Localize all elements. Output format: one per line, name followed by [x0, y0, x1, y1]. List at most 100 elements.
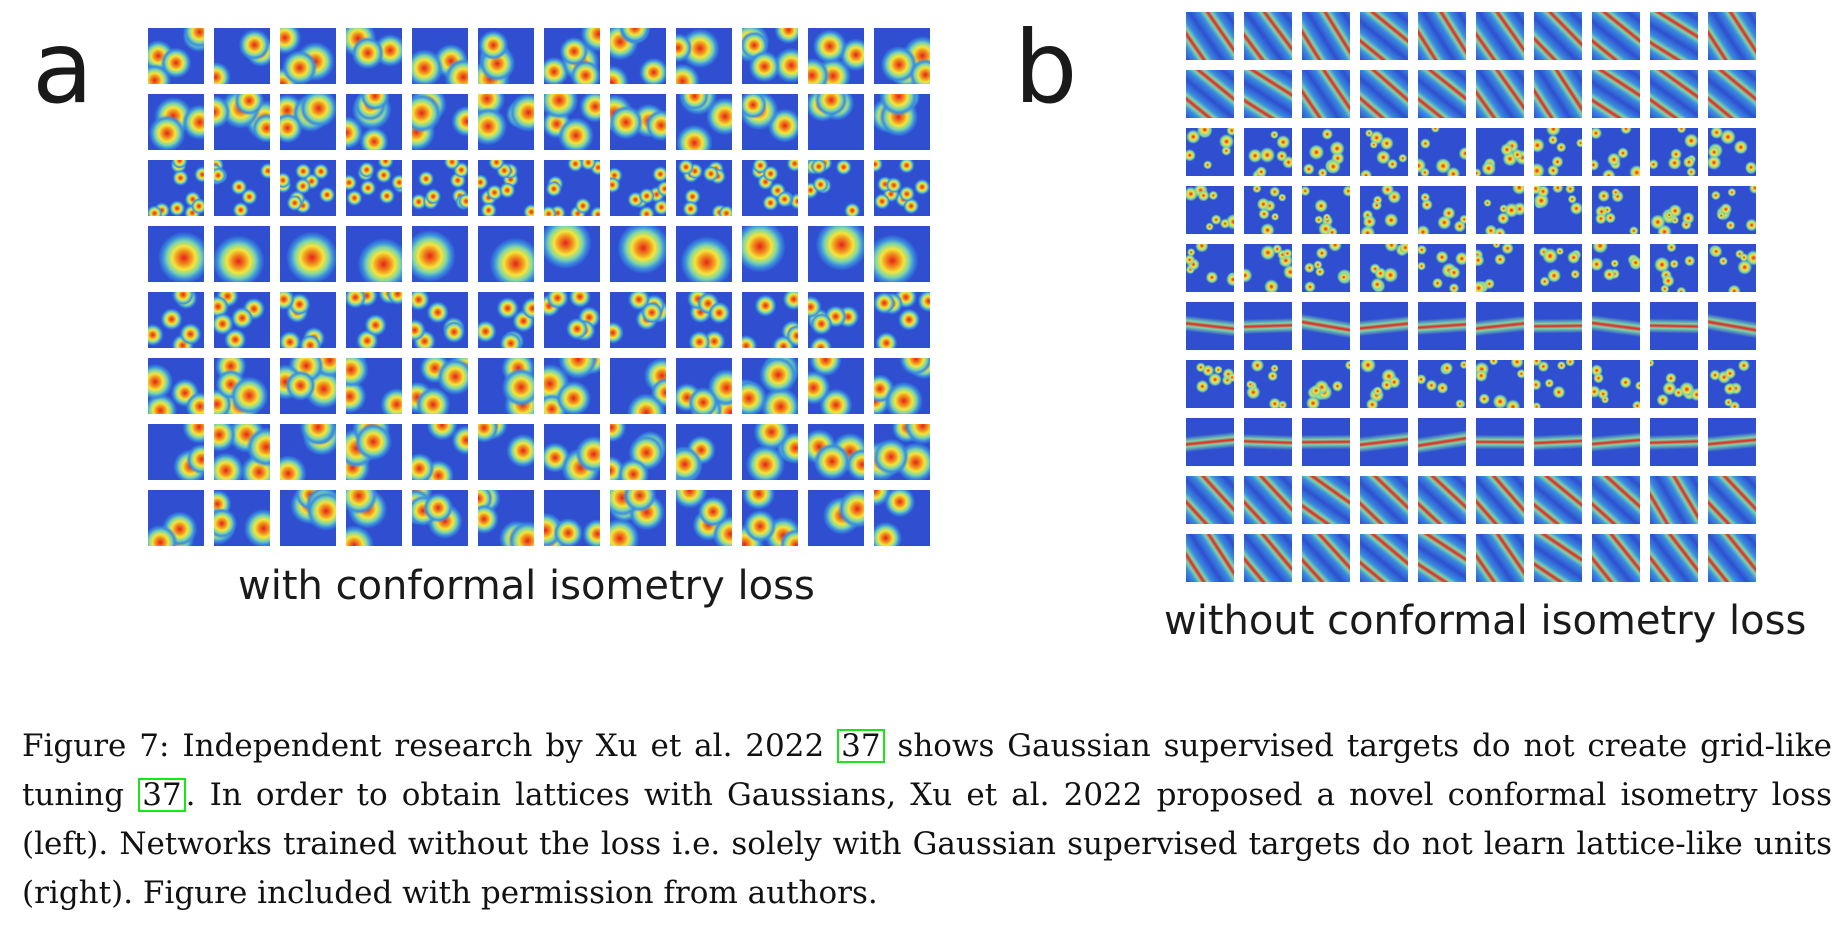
- rate-map-tile: [676, 160, 732, 216]
- rate-map-tile: [346, 424, 402, 480]
- rate-map-tile: [1302, 70, 1350, 118]
- rate-map-tile: [742, 226, 798, 282]
- rate-map-tile: [610, 490, 666, 546]
- rate-map-tile: [610, 424, 666, 480]
- rate-map-tile: [544, 490, 600, 546]
- rate-map-tile: [610, 160, 666, 216]
- rate-map-tile: [214, 160, 270, 216]
- rate-map-tile: [346, 28, 402, 84]
- rate-map-tile: [1302, 128, 1350, 176]
- rate-map-tile: [1650, 186, 1698, 234]
- rate-map-tile: [874, 358, 930, 414]
- rate-map-tile: [1708, 244, 1756, 292]
- rate-map-tile: [1418, 302, 1466, 350]
- rate-map-tile: [280, 358, 336, 414]
- rate-map-tile: [1244, 360, 1292, 408]
- rate-map-tile: [1650, 244, 1698, 292]
- rate-map-tile: [1476, 534, 1524, 582]
- rate-map-tile: [1476, 12, 1524, 60]
- rate-map-tile: [478, 28, 534, 84]
- rate-map-tile: [1708, 12, 1756, 60]
- rate-map-tile: [1476, 476, 1524, 524]
- rate-map-tile: [1592, 186, 1640, 234]
- rate-map-tile: [478, 490, 534, 546]
- rate-map-tile: [676, 358, 732, 414]
- rate-map-tile: [412, 292, 468, 348]
- rate-map-tile: [1592, 476, 1640, 524]
- rate-map-tile: [1650, 12, 1698, 60]
- rate-map-tile: [1186, 534, 1234, 582]
- rate-map-tile: [1186, 476, 1234, 524]
- caption-part-3: . In order to obtain lattices with Gauss…: [22, 777, 1832, 911]
- rate-map-tile: [1534, 12, 1582, 60]
- rate-map-tile: [544, 94, 600, 150]
- rate-map-tile: [148, 358, 204, 414]
- rate-map-tile: [1302, 186, 1350, 234]
- rate-map-tile: [280, 424, 336, 480]
- rate-map-tile: [1708, 70, 1756, 118]
- rate-map-tile: [412, 358, 468, 414]
- rate-map-tile: [1708, 476, 1756, 524]
- rate-map-tile: [610, 94, 666, 150]
- rate-map-tile: [1650, 418, 1698, 466]
- rate-map-tile: [1360, 70, 1408, 118]
- rate-map-tile: [1534, 360, 1582, 408]
- rate-map-tile: [676, 94, 732, 150]
- rate-map-tile: [1534, 302, 1582, 350]
- rate-map-tile: [1476, 244, 1524, 292]
- rate-map-tile: [1708, 360, 1756, 408]
- rate-map-tile: [1650, 302, 1698, 350]
- rate-map-tile: [346, 160, 402, 216]
- rate-map-tile: [280, 292, 336, 348]
- rate-map-tile: [1534, 128, 1582, 176]
- rate-map-tile: [1592, 12, 1640, 60]
- rate-map-tile: [1592, 360, 1640, 408]
- rate-map-tile: [1476, 70, 1524, 118]
- rate-map-tile: [1534, 534, 1582, 582]
- panel-a-letter: a: [32, 9, 94, 126]
- rate-map-tile: [148, 160, 204, 216]
- rate-map-tile: [1418, 534, 1466, 582]
- rate-map-tile: [874, 292, 930, 348]
- rate-map-tile: [346, 490, 402, 546]
- rate-map-tile: [148, 28, 204, 84]
- rate-map-tile: [610, 358, 666, 414]
- rate-map-tile: [412, 226, 468, 282]
- rate-map-tile: [874, 28, 930, 84]
- rate-map-tile: [280, 28, 336, 84]
- reference-link-37-second[interactable]: 37: [138, 778, 186, 812]
- rate-map-tile: [1476, 186, 1524, 234]
- reference-link-37[interactable]: 37: [837, 729, 885, 763]
- rate-map-tile: [1186, 302, 1234, 350]
- rate-map-tile: [1418, 128, 1466, 176]
- rate-map-tile: [742, 160, 798, 216]
- rate-map-tile: [676, 226, 732, 282]
- rate-map-tile: [1302, 244, 1350, 292]
- rate-map-tile: [214, 226, 270, 282]
- rate-map-tile: [346, 94, 402, 150]
- rate-map-tile: [1418, 244, 1466, 292]
- rate-map-tile: [148, 490, 204, 546]
- rate-map-tile: [1360, 476, 1408, 524]
- rate-map-tile: [1186, 244, 1234, 292]
- rate-map-tile: [808, 226, 864, 282]
- panel-a-caption: with conformal isometry loss: [238, 563, 815, 609]
- rate-map-tile: [1360, 128, 1408, 176]
- rate-map-tile: [1418, 12, 1466, 60]
- rate-map-tile: [478, 292, 534, 348]
- rate-map-tile: [808, 424, 864, 480]
- rate-map-tile: [1244, 244, 1292, 292]
- rate-map-tile: [1592, 534, 1640, 582]
- rate-map-tile: [874, 226, 930, 282]
- rate-map-tile: [544, 28, 600, 84]
- rate-map-tile: [1418, 186, 1466, 234]
- rate-map-tile: [1592, 244, 1640, 292]
- rate-map-tile: [1302, 12, 1350, 60]
- rate-map-tile: [478, 226, 534, 282]
- rate-map-tile: [346, 358, 402, 414]
- rate-map-tile: [1360, 534, 1408, 582]
- rate-map-tile: [1244, 302, 1292, 350]
- rate-map-tile: [1418, 476, 1466, 524]
- panel-a-grid: [148, 28, 930, 546]
- rate-map-tile: [1650, 128, 1698, 176]
